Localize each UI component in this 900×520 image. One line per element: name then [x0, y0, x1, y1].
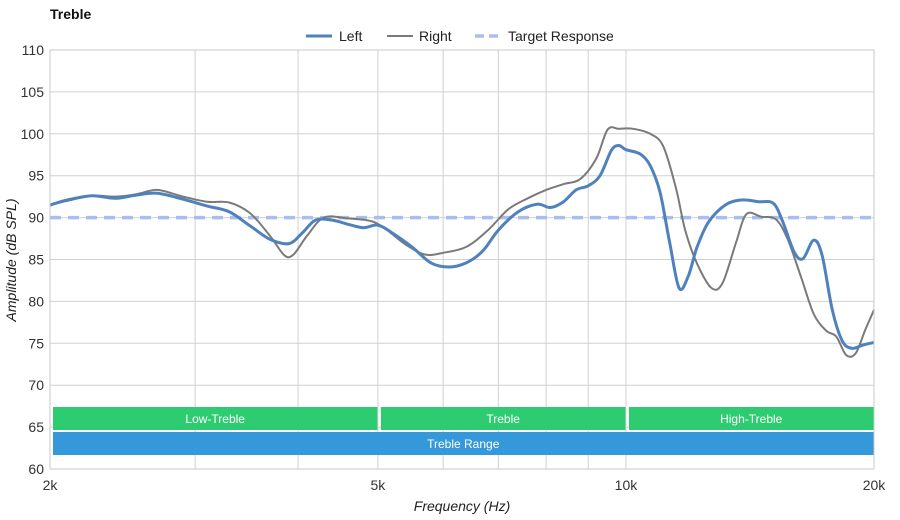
grid — [49, 49, 875, 470]
y-axis-label: Amplitude (dB SPL) — [3, 199, 19, 323]
series-lines — [49, 126, 875, 358]
band-label: Treble Range — [427, 437, 500, 451]
y-tick-label: 65 — [28, 419, 44, 435]
y-tick-label: 80 — [28, 293, 44, 309]
y-tick-label: 75 — [28, 335, 44, 351]
legend-label-left: Left — [339, 28, 362, 44]
y-tick-label: 95 — [28, 168, 44, 184]
series-line-left — [49, 144, 875, 350]
legend: Left Right Target Response — [306, 28, 614, 44]
series-line-right — [49, 126, 875, 358]
y-tick-label: 90 — [28, 210, 44, 226]
y-tick-label: 105 — [21, 84, 45, 100]
band-label: High-Treble — [720, 412, 783, 426]
legend-label-right: Right — [419, 28, 452, 44]
band-label: Low-Treble — [185, 412, 245, 426]
band-treble-range — [53, 432, 874, 455]
x-axis-label: Frequency (Hz) — [414, 498, 510, 514]
y-tick-label: 85 — [28, 252, 44, 268]
legend-label-target-response: Target Response — [508, 28, 614, 44]
band-high-treble — [628, 407, 874, 430]
y-tick-label: 60 — [28, 461, 44, 477]
x-tick-label: 5k — [371, 477, 387, 493]
y-tick-label: 70 — [28, 377, 44, 393]
plot-frame — [49, 49, 875, 470]
axes: 60 65 70 75 80 85 90 95 100 105 110 2k 5k 10k 20k — [21, 42, 887, 493]
x-tick-label: 2k — [43, 477, 59, 493]
x-tick-label: 10k — [615, 477, 639, 493]
band-low-treble — [53, 407, 378, 430]
y-tick-label: 110 — [22, 42, 45, 58]
band-treble — [380, 407, 626, 430]
band-label: Treble — [486, 412, 520, 426]
frequency-bands: Low-Treble Treble High-Treble Treble Range — [53, 407, 874, 455]
chart-title: Treble — [50, 6, 92, 22]
x-tick-label: 20k — [863, 477, 887, 493]
y-tick-label: 100 — [21, 126, 45, 142]
